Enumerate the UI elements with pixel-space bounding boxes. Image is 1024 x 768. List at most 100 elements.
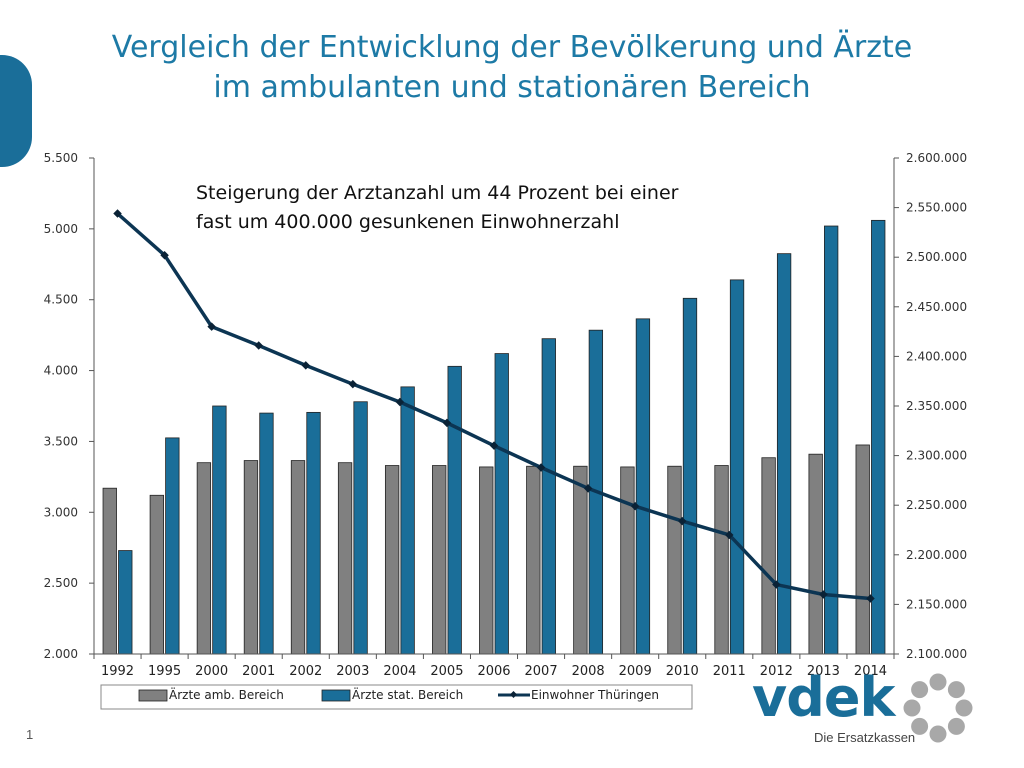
vdek-logo: vdek Die Ersatzkassen (752, 666, 982, 750)
bar-amb (667, 465, 682, 655)
y2-tick-label: 2.550.000 (906, 201, 967, 215)
y2-tick-label: 2.350.000 (906, 399, 967, 413)
x-axis: 1992 1995 2000 2001 2002 2003 2004 2005 2006 2007… (93, 654, 895, 679)
x-tick-label: 2002 (289, 664, 322, 679)
logo-subtitle: Die Ersatzkassen (814, 730, 916, 745)
y2-tick-label: 2.150.000 (906, 597, 967, 611)
y-tick-label: 4.000 (44, 364, 78, 378)
left-decorative-tab (0, 55, 32, 167)
x-tick-label: 2005 (430, 664, 463, 679)
bar-stat (306, 411, 321, 655)
bar-stat (635, 318, 651, 655)
legend-box (100, 684, 693, 710)
population-line-path (116, 212, 871, 601)
bar-stat (118, 550, 133, 655)
x-tick-label: 2013 (807, 664, 840, 679)
bar-amb (102, 487, 117, 655)
page-title: Vergleich der Entwicklung der Bevölkerun… (0, 28, 1024, 108)
bar-amb (808, 453, 823, 655)
right-axis: 2.100.000 2.150.000 2.200.000 2.250.000 2.30… (894, 151, 967, 661)
population-point (630, 501, 640, 511)
logo-ring-dot (911, 681, 929, 699)
bar-amb (855, 444, 870, 655)
x-tick-label: 2000 (195, 664, 228, 679)
logo-ring-dot (947, 681, 965, 699)
x-tick-label: 2010 (666, 664, 699, 679)
page-title-line-2: im ambulanten und stationären Bereich (213, 70, 811, 105)
population-point (725, 530, 734, 540)
bar-stat (353, 401, 368, 655)
bar-stat (824, 225, 839, 655)
bar-stat (165, 437, 180, 655)
bar-amb (196, 462, 212, 655)
x-tick-label: 2012 (760, 664, 793, 679)
bar-amb (573, 465, 588, 655)
legend-label: Ärzte stat. Bereich (352, 687, 463, 702)
x-tick-label: 2004 (383, 664, 416, 679)
y-tick-label: 3.500 (44, 434, 78, 448)
y-tick-label: 2.500 (44, 576, 78, 590)
bar-stat (259, 412, 274, 655)
logo-wordmark: vdek (752, 666, 895, 729)
annotation-line-1: Steigerung der Arztanzahl um 44 Prozent … (196, 182, 679, 204)
x-tick-label: 2011 (713, 664, 746, 679)
x-tick-label: 2007 (525, 664, 558, 679)
legend-swatch-amb (138, 689, 168, 702)
x-tick-label: 2009 (619, 664, 652, 679)
left-axis: 2.000 2.500 3.000 3.500 4.000 4.500 5.000 5.500 (44, 151, 94, 661)
bar-amb (290, 460, 306, 655)
population-point (160, 250, 169, 260)
y-tick-label: 5.500 (44, 151, 78, 165)
x-tick-label: 1995 (148, 664, 181, 679)
x-tick-label: 2014 (854, 664, 887, 679)
bar-amb (479, 466, 494, 655)
logo-ring-dot (947, 717, 965, 735)
y-tick-label: 2.000 (44, 647, 78, 661)
x-tick-label: 1992 (101, 664, 134, 679)
population-point (207, 322, 216, 331)
population-point (301, 361, 311, 370)
logo-ring-dot (929, 673, 947, 691)
logo-ring-dot (929, 725, 947, 743)
legend-label: Einwohner Thüringen (531, 688, 659, 702)
y2-tick-label: 2.450.000 (906, 300, 967, 314)
bar-stat (729, 279, 745, 655)
x-tick-label: 2003 (336, 664, 369, 679)
bar-stat (682, 297, 698, 655)
bar-stat (494, 353, 509, 655)
bar-amb (149, 494, 164, 655)
y2-tick-label: 2.100.000 (906, 647, 967, 661)
population-point (395, 397, 405, 407)
bar-amb (714, 465, 729, 655)
y2-tick-label: 2.200.000 (906, 548, 967, 562)
legend-label: Ärzte amb. Bereich (169, 687, 284, 702)
population-point (866, 594, 875, 603)
page-number: 1 (26, 727, 34, 742)
y-tick-label: 5.000 (44, 222, 78, 236)
logo-ring-dot (955, 699, 973, 717)
y-tick-label: 4.500 (44, 293, 78, 307)
y2-tick-label: 2.600.000 (906, 151, 967, 165)
population-point (583, 484, 593, 493)
y2-tick-label: 2.500.000 (906, 250, 967, 264)
bar-amb (337, 462, 353, 655)
logo-ring-dot (903, 699, 921, 717)
x-tick-label: 2006 (477, 664, 510, 679)
x-tick-label: 2008 (572, 664, 605, 679)
y2-tick-label: 2.300.000 (906, 449, 967, 463)
population-point (442, 418, 452, 428)
bar-stat (447, 365, 462, 655)
x-tick-label: 2001 (242, 664, 275, 679)
legend-swatch-marker (509, 690, 518, 699)
population-point (536, 463, 546, 472)
bar-amb (243, 460, 259, 655)
y2-tick-label: 2.400.000 (906, 349, 967, 363)
bar-amb (526, 465, 541, 655)
bar-stat (212, 405, 227, 655)
population-line (113, 209, 875, 603)
bar-amb (432, 465, 447, 655)
population-point (677, 516, 687, 526)
legend-swatch-stat (321, 689, 351, 702)
bar-stat (400, 386, 415, 655)
